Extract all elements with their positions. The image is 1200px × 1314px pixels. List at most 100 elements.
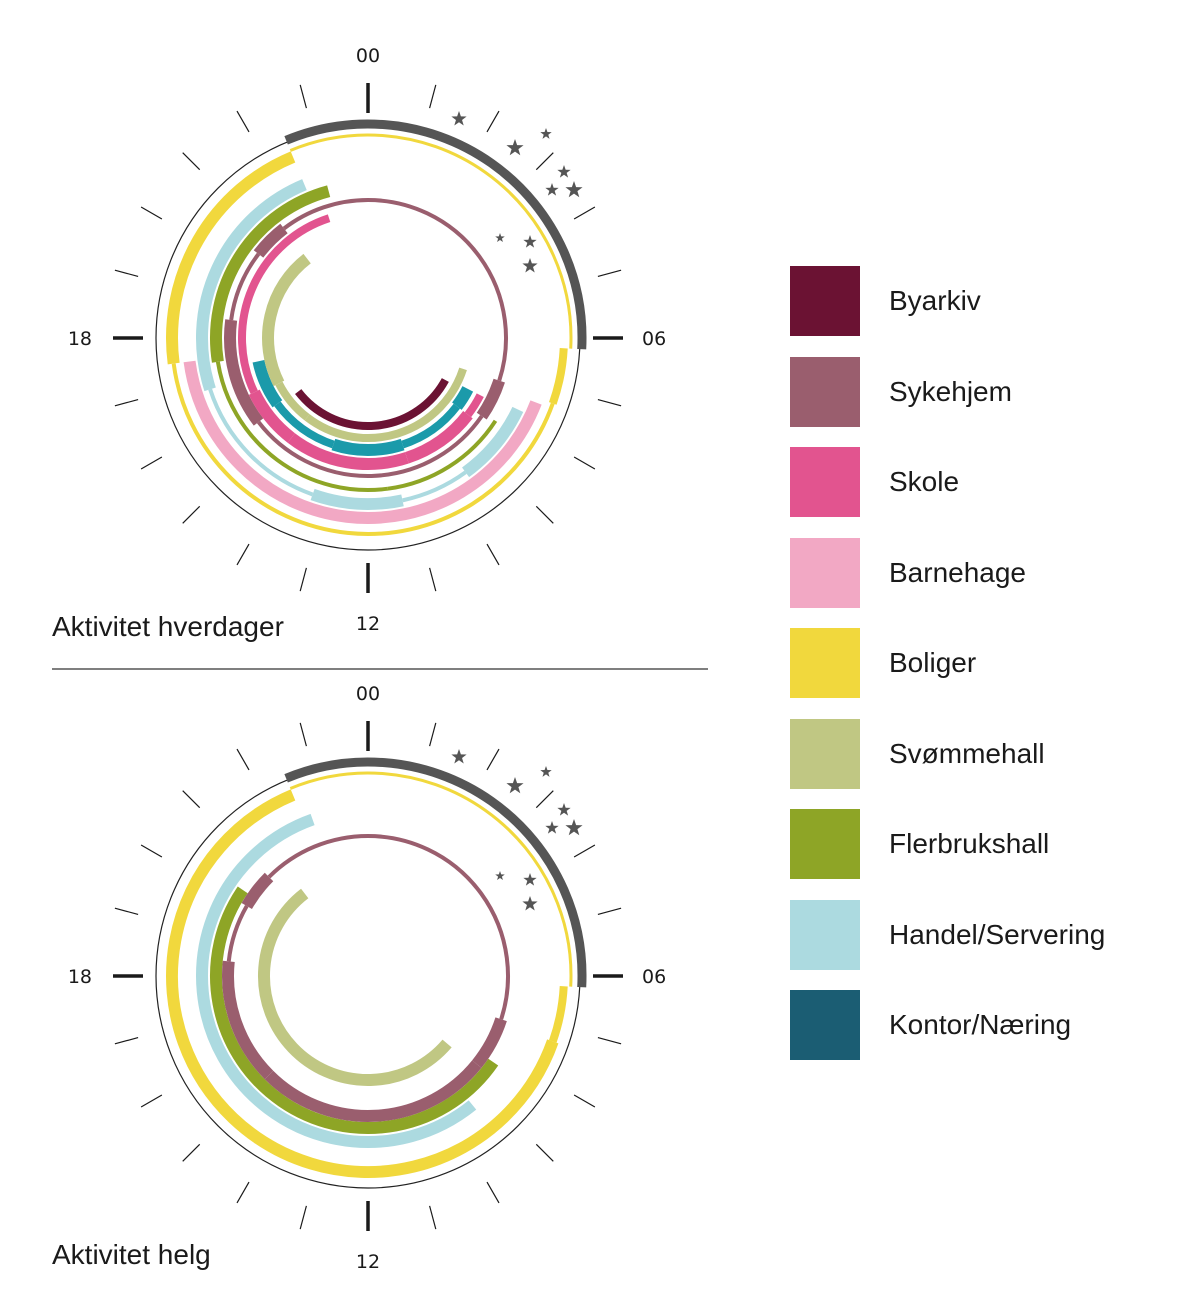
- minor-tick: [140, 844, 163, 858]
- legend-item: Boliger: [790, 628, 1190, 698]
- legend-item: Handel/Servering: [790, 899, 1190, 970]
- minor-tick: [236, 110, 250, 133]
- star-icon: [451, 749, 467, 764]
- legend-item: Sykehjem: [790, 356, 1190, 427]
- series-arc: [295, 378, 449, 430]
- series-arc: [222, 960, 274, 1080]
- legend-label: Kontor/Næring: [889, 1009, 1072, 1040]
- minor-tick: [573, 206, 596, 220]
- series-arc: [304, 367, 467, 443]
- night-arc: [284, 757, 587, 988]
- star-icon: [522, 896, 538, 911]
- minor-tick: [535, 1143, 554, 1162]
- legend-item: Svømmehall: [790, 718, 1190, 789]
- minor-tick: [429, 1205, 437, 1230]
- series-arc: [274, 401, 335, 449]
- series-arc: [275, 381, 310, 421]
- series-arc: [196, 813, 477, 1148]
- minor-tick: [429, 84, 437, 109]
- series-arc: [208, 388, 314, 497]
- minor-tick: [182, 1143, 201, 1162]
- legend-swatch: [790, 718, 860, 789]
- series-arc: [252, 359, 283, 408]
- legend-item: Skole: [790, 447, 1190, 517]
- series-arc: [210, 886, 499, 1134]
- legend-swatch: [790, 447, 860, 517]
- legend-label: Handel/Servering: [889, 918, 1106, 950]
- star-icon: [540, 766, 552, 777]
- hour-label-18: 18: [68, 966, 92, 988]
- series-arc: [253, 223, 288, 258]
- star-icon: [506, 777, 524, 794]
- series-arc: [264, 1060, 482, 1122]
- chart-weekday: 00 06 12 18 Aktivitet hverdager: [52, 45, 666, 642]
- minor-tick: [299, 1205, 307, 1230]
- legend-item: Flerbrukshall: [790, 809, 1190, 879]
- legend-swatch: [790, 537, 860, 608]
- minor-tick: [114, 399, 139, 407]
- minor-tick: [299, 722, 307, 747]
- series-arc: [310, 488, 404, 510]
- star-icon: [557, 165, 571, 178]
- series-arc: [248, 389, 296, 443]
- minor-tick: [236, 748, 250, 771]
- series-arc: [461, 406, 524, 478]
- star-icon: [540, 128, 552, 139]
- legend-swatch: [790, 990, 860, 1060]
- minor-tick: [182, 505, 201, 524]
- star-icon: [506, 139, 524, 156]
- night-arc: [284, 119, 587, 350]
- minor-tick: [535, 790, 554, 809]
- legend-label: Barnehage: [889, 556, 1027, 588]
- minor-tick: [597, 269, 622, 277]
- series-arc: [452, 386, 474, 410]
- minor-tick: [597, 399, 622, 407]
- series-arc: [241, 872, 274, 910]
- legend-label: Flerbrukshall: [889, 828, 1050, 859]
- series-arc: [166, 789, 559, 1178]
- star-icon: [565, 819, 583, 836]
- chart-weekend: 00 06 12 18 Aktivitet helg: [52, 683, 666, 1273]
- minor-tick: [299, 84, 307, 109]
- legend-label: Boliger: [889, 647, 977, 678]
- series-arc: [256, 415, 484, 478]
- legend-item: Byarkiv: [790, 266, 1190, 336]
- series-arc: [238, 214, 331, 394]
- series-arc: [171, 363, 555, 536]
- star-icon: [523, 235, 537, 248]
- series-arc: [472, 1017, 507, 1068]
- minor-tick: [140, 1094, 163, 1108]
- star-icon: [565, 181, 583, 198]
- hour-label-00: 00: [356, 683, 380, 705]
- hour-label-12: 12: [356, 613, 380, 635]
- minor-tick: [114, 907, 139, 915]
- star-icon: [522, 258, 538, 273]
- series-arc: [401, 403, 461, 449]
- legend-swatch: [790, 899, 860, 970]
- hour-label-00: 00: [356, 45, 380, 67]
- legend-label: Skole: [889, 466, 960, 497]
- series-arc: [215, 361, 389, 492]
- star-icon: [557, 803, 571, 816]
- legend-swatch: [790, 356, 860, 427]
- series-arc: [548, 985, 568, 1043]
- hour-label-06: 06: [642, 328, 666, 350]
- series-arc: [367, 834, 510, 1020]
- series-arc: [258, 888, 452, 1086]
- series-arc: [166, 151, 296, 365]
- minor-tick: [535, 505, 554, 524]
- minor-tick: [597, 907, 622, 915]
- series-arc: [210, 185, 331, 363]
- minor-tick: [140, 456, 163, 470]
- series-arc: [262, 253, 311, 387]
- minor-tick: [597, 1037, 622, 1045]
- star-icon: [495, 871, 505, 881]
- star-icon: [495, 233, 505, 243]
- series-arc: [548, 347, 568, 405]
- hour-label-18: 18: [68, 328, 92, 350]
- series-arc: [464, 393, 484, 418]
- star-icon: [545, 821, 559, 834]
- legend-swatch: [790, 266, 860, 336]
- hour-label-06: 06: [642, 966, 666, 988]
